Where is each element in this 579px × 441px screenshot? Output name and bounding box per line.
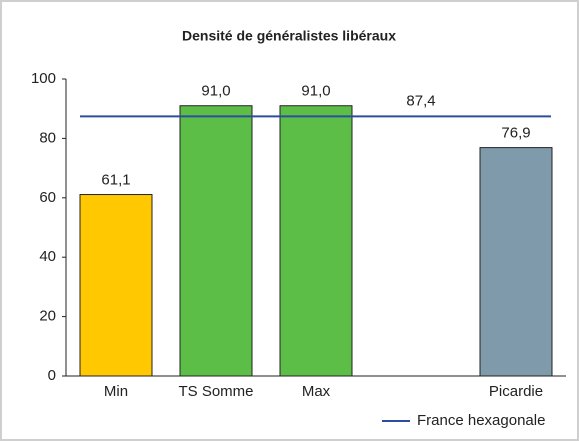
x-tick-label: TS Somme: [178, 383, 253, 400]
y-tick-label: 40: [39, 248, 56, 265]
x-tick-label: Max: [302, 383, 331, 400]
chart-title: Densité de généralistes libéraux: [182, 28, 396, 44]
value-label: 91,0: [301, 83, 330, 100]
bar: [479, 147, 553, 377]
bar: [179, 105, 253, 377]
reference-label: 87,4: [406, 92, 435, 109]
x-tick-label: Picardie: [489, 383, 543, 400]
value-label: 61,1: [101, 172, 130, 189]
y-tick-label: 60: [39, 189, 56, 206]
y-tick-label: 0: [48, 367, 56, 384]
legend-label: France hexagonale: [417, 412, 545, 429]
value-label: 76,9: [501, 125, 530, 142]
bar: [79, 194, 153, 377]
bar: [279, 105, 353, 377]
x-tick-label: Min: [104, 383, 128, 400]
y-tick-label: 80: [39, 129, 56, 146]
y-tick-label: 20: [39, 308, 56, 325]
value-label: 91,0: [201, 83, 230, 100]
y-tick-label: 100: [31, 70, 56, 87]
